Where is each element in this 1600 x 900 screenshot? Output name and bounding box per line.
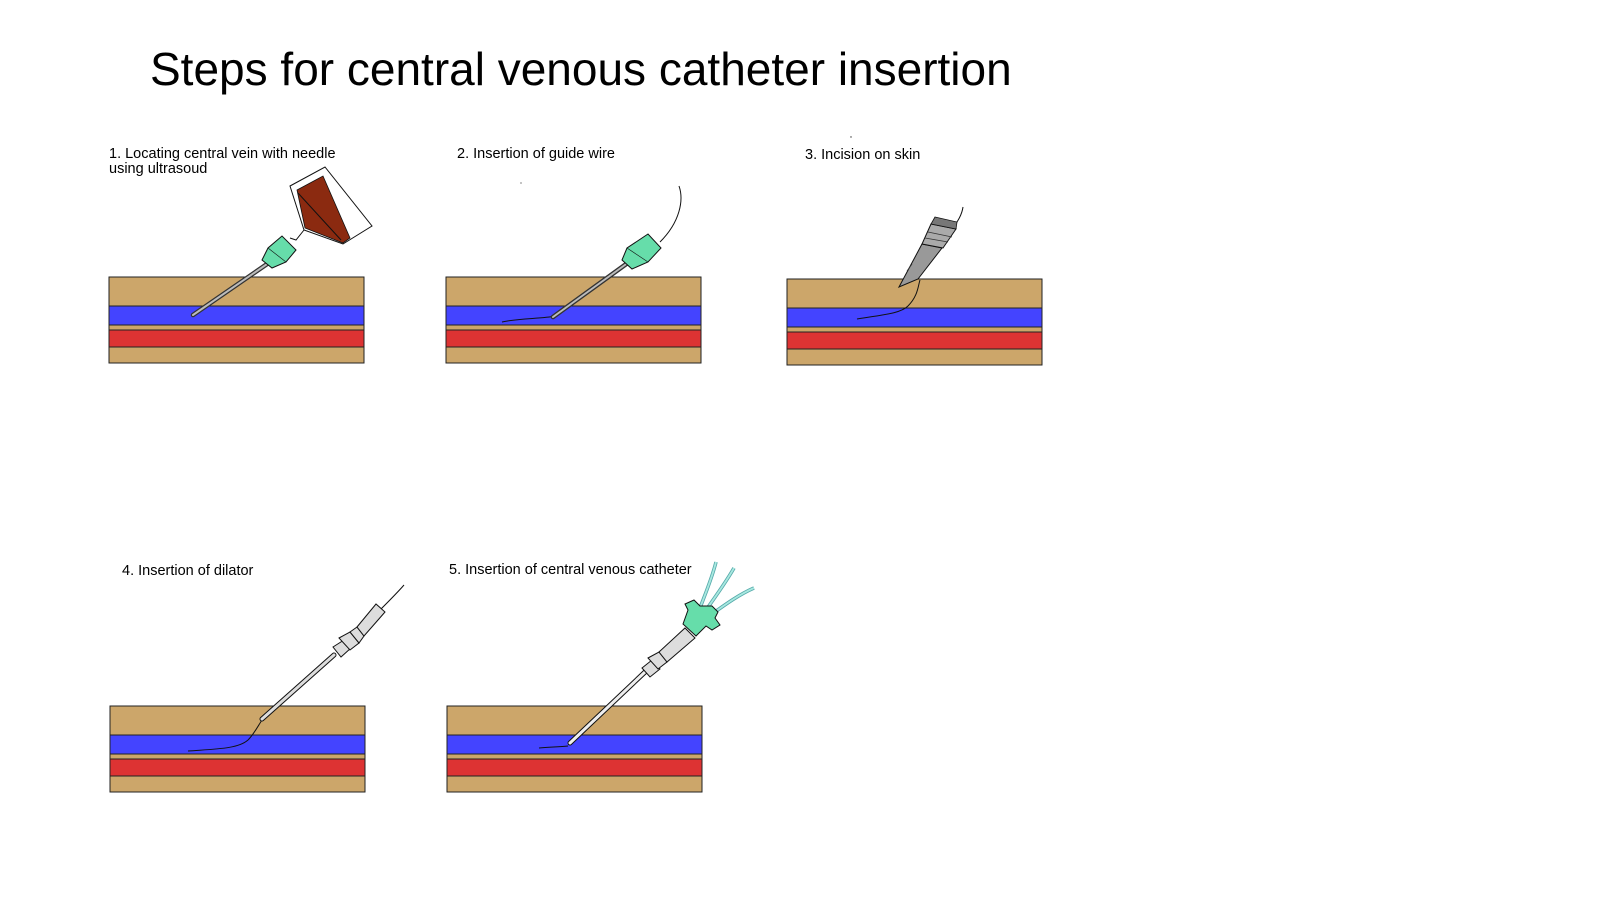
step-5-illustration (446, 561, 755, 793)
dilator (259, 603, 386, 722)
scalpel (897, 216, 958, 289)
step-5-label: 5. Insertion of central venous catheter (449, 562, 692, 578)
step-1-illustration (108, 166, 373, 364)
step-4-illustration (109, 584, 405, 793)
needle (190, 235, 297, 318)
catheter-hub (682, 599, 721, 637)
tissue-cross-section (109, 705, 366, 793)
needle (550, 233, 662, 320)
tissue-cross-section (108, 276, 365, 364)
guide-wire (187, 584, 405, 752)
ultrasound-probe (289, 166, 373, 245)
tissue-cross-section (786, 278, 1043, 366)
catheter (567, 627, 696, 746)
step-4-label: 4. Insertion of dilator (122, 563, 254, 579)
guide-wire (538, 745, 569, 749)
page-title: Steps for central venous catheter insert… (150, 43, 1012, 95)
step-3-label: 3. Incision on skin (805, 147, 921, 163)
step-1-label: 1. Locating central vein with needle usi… (109, 146, 336, 177)
step-2-label: 2. Insertion of guide wire (457, 146, 615, 162)
tissue-cross-section (445, 276, 702, 364)
step-3-illustration (786, 136, 1043, 366)
tissue-cross-section (446, 705, 703, 793)
step-2-illustration (445, 182, 702, 364)
